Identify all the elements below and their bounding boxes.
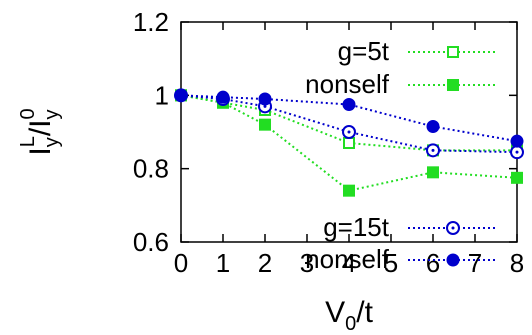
svg-text:IyL/Iy0: IyL/Iy0: [17, 108, 63, 155]
series-line: [180, 94, 518, 192]
ylabel-denom-sup: 0: [17, 108, 39, 119]
y-tick-label: 0.6: [133, 227, 169, 257]
legend-marker-dot: [451, 226, 455, 230]
legend-label: g=15t: [323, 212, 390, 242]
data-point: [174, 88, 188, 102]
ylabel-slash: /: [24, 127, 57, 136]
series-line: [180, 94, 518, 154]
data-point: [258, 92, 272, 106]
data-point: [216, 90, 230, 104]
series-line: [180, 94, 518, 143]
x-tick-label: 4: [342, 248, 356, 278]
ylabel-base-sup: L: [17, 136, 39, 147]
y-tick-label: 1: [155, 80, 169, 110]
data-point-dot: [263, 104, 267, 108]
series-layer: [174, 88, 524, 197]
x-tick-label: 6: [426, 248, 440, 278]
legend-marker: [447, 46, 459, 58]
x-axis-title: V0/t: [325, 296, 373, 335]
data-point: [511, 171, 523, 184]
legend-label: nonself: [305, 69, 390, 99]
y-tick-label: 1.2: [133, 7, 169, 37]
xlabel-main: V: [325, 296, 345, 329]
data-point-dot: [347, 130, 351, 134]
data-point: [510, 134, 524, 148]
ylabel-denom-sub: y: [41, 109, 63, 119]
xlabel-rest: /t: [356, 296, 373, 329]
legend-label: g=5t: [338, 36, 390, 66]
data-point: [259, 118, 271, 131]
x-tick-label: 1: [216, 248, 230, 278]
data-point: [427, 166, 439, 179]
y-axis: 0.6 0.8 1 1.2: [133, 7, 517, 257]
x-tick-label: 7: [468, 248, 482, 278]
data-point-dot: [515, 150, 519, 154]
x-tick-label: 0: [174, 248, 188, 278]
data-point: [343, 184, 355, 197]
data-point: [342, 98, 356, 111]
legend-marker: [447, 79, 459, 91]
ylabel-denom: I: [24, 119, 57, 127]
data-point: [426, 120, 440, 133]
data-point-dot: [431, 148, 435, 152]
legend-label: nonself: [305, 244, 390, 274]
x-tick-label: 2: [258, 248, 272, 278]
ylabel-base: I: [24, 147, 57, 155]
legend-marker: [446, 253, 460, 267]
ylabel-base-sub: y: [41, 137, 63, 147]
y-tick-label: 0.8: [133, 154, 169, 184]
x-tick-label: 8: [510, 248, 524, 278]
data-point: [343, 137, 355, 149]
x-tick-label: 5: [384, 248, 398, 278]
series-3: [174, 88, 524, 148]
y-axis-title: IyL/Iy0: [17, 108, 63, 155]
x-tick-label: 3: [300, 248, 314, 278]
xlabel-sub: 0: [345, 313, 356, 335]
